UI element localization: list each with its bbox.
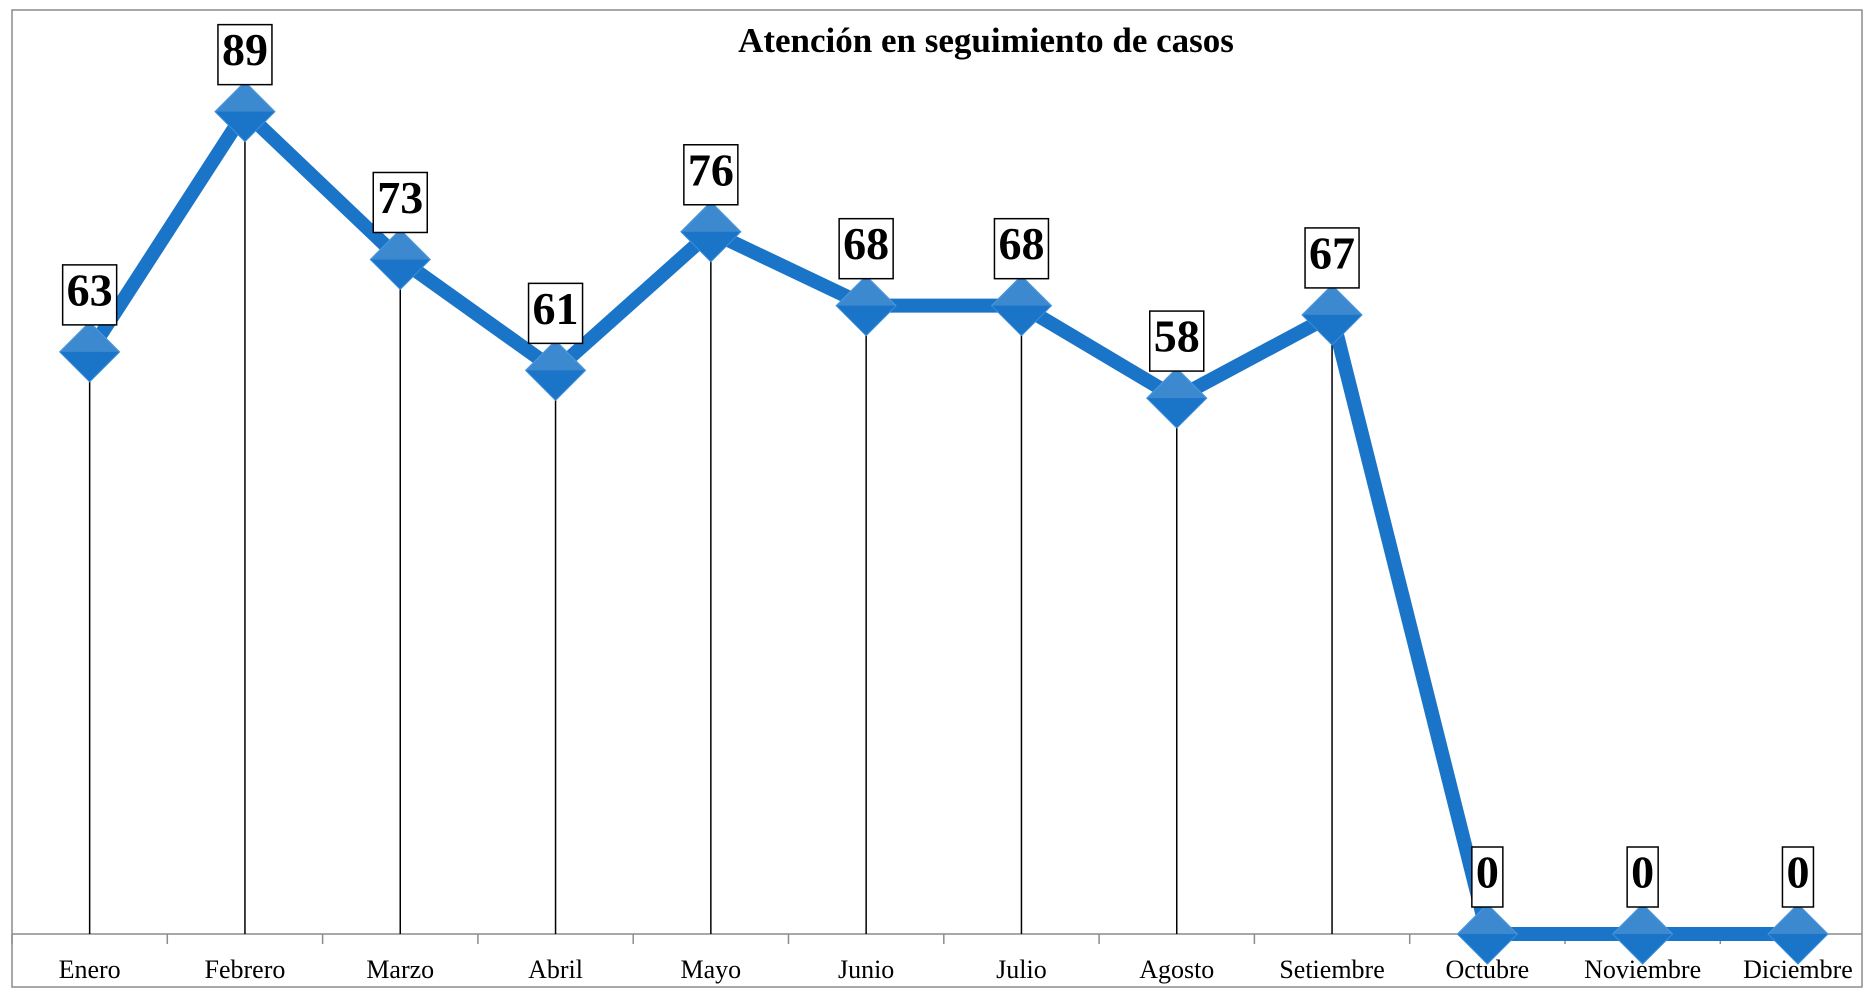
data-label-box [372, 171, 428, 234]
marker-highlight [836, 275, 897, 306]
data-label: 0 [1476, 847, 1499, 898]
marker-highlight [1457, 904, 1518, 934]
data-label: 61 [533, 283, 579, 334]
marker-highlight [1612, 904, 1673, 934]
marker-highlight [1767, 904, 1828, 934]
data-label: 68 [843, 218, 889, 269]
marker [990, 274, 1053, 337]
marker [1456, 903, 1519, 965]
marker-highlight [59, 321, 120, 352]
marker [680, 201, 742, 263]
marker-highlight [1146, 368, 1207, 399]
data-label: 0 [1786, 847, 1809, 898]
data-label-box [1626, 846, 1659, 908]
data-label-box [1149, 310, 1205, 372]
data-label: 76 [688, 144, 734, 195]
marker [1146, 367, 1208, 429]
data-label: 89 [222, 24, 268, 75]
marker-highlight [525, 340, 586, 371]
marker [58, 321, 121, 383]
x-tick-label: Julio [996, 955, 1047, 984]
marker-highlight [214, 81, 275, 112]
x-tick-label: Setiembre [1279, 955, 1384, 984]
marker [524, 339, 587, 402]
data-label-box [1781, 846, 1815, 908]
data-label: 68 [998, 218, 1044, 269]
data-label: 63 [67, 264, 113, 315]
marker-highlight [370, 229, 431, 260]
data-label-box [1471, 846, 1504, 908]
x-tick-label: Mayo [681, 955, 742, 984]
marker [1611, 903, 1674, 965]
chart-title: Atención en seguimiento de casos [738, 21, 1234, 60]
marker [214, 80, 276, 143]
marker-highlight [680, 201, 741, 232]
data-label-box [217, 23, 273, 86]
data-label-box [61, 264, 118, 326]
x-tick-label: Agosto [1139, 955, 1214, 984]
x-tick-label: Febrero [205, 955, 286, 984]
marker [369, 228, 431, 291]
data-line [83, 100, 1798, 941]
x-tick-label: Enero [59, 955, 121, 984]
data-label: 67 [1309, 227, 1355, 278]
x-tick-label: Marzo [366, 955, 434, 984]
marker-highlight [1302, 284, 1363, 315]
x-tick-label: Abril [528, 955, 583, 984]
data-label-box [993, 217, 1050, 280]
chart-border [11, 9, 1863, 988]
data-label-box [1304, 227, 1360, 289]
data-label-box [838, 217, 894, 280]
marker [1301, 284, 1363, 346]
marker [1767, 903, 1829, 965]
data-label-box [527, 282, 584, 345]
x-tick-label: Junio [838, 955, 894, 984]
data-label: 58 [1154, 311, 1200, 362]
marker [835, 274, 897, 337]
marker-highlight [991, 275, 1052, 306]
data-label: 73 [377, 172, 423, 223]
data-label: 0 [1631, 847, 1654, 898]
data-label-box [683, 144, 739, 206]
